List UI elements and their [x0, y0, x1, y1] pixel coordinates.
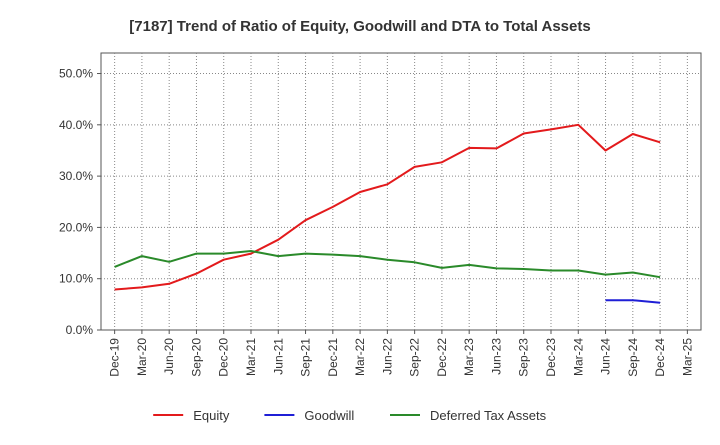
legend-item: Equity: [153, 408, 230, 423]
x-tick-label: Mar-23: [462, 338, 476, 376]
series-line: [114, 123, 661, 291]
x-tick-label: Dec-22: [435, 338, 449, 377]
y-tick-label: 40.0%: [59, 118, 93, 132]
legend-item: Goodwill: [264, 408, 354, 423]
series-layer: [114, 123, 661, 304]
x-tick-label: Sep-22: [408, 338, 422, 377]
x-tick-label: Dec-19: [108, 338, 122, 377]
x-tick-label: Dec-21: [326, 338, 340, 377]
legend: Equity Goodwill Deferred Tax Assets: [153, 408, 547, 423]
x-tick-label: Sep-24: [626, 338, 640, 377]
y-tick-label: 30.0%: [59, 169, 93, 183]
y-tick-label: 20.0%: [59, 220, 93, 234]
legend-item: Deferred Tax Assets: [390, 408, 547, 423]
x-tick-label: Mar-24: [571, 338, 585, 376]
y-tick-label: 50.0%: [59, 67, 93, 81]
x-tick-label: Sep-21: [299, 338, 313, 377]
series-line: [605, 299, 661, 304]
y-tick-label: 0.0%: [66, 323, 94, 337]
series-goodwill: [605, 299, 661, 304]
legend-label: Goodwill: [304, 408, 354, 423]
axis-layer: 0.0% 10.0% 20.0% 30.0% 40.0% 50.0% Dec-19 Mar-2…: [59, 67, 694, 377]
plot-frame: [100, 52, 702, 331]
x-tick-label: Mar-20: [135, 338, 149, 376]
x-tick-label: Dec-24: [653, 338, 667, 377]
x-tick-label: Mar-21: [244, 338, 258, 376]
x-tick-label: Sep-23: [517, 338, 531, 377]
x-tick-label: Jun-21: [271, 338, 285, 375]
x-tick-label: Dec-23: [544, 338, 558, 377]
x-tick-label: Jun-23: [489, 338, 503, 375]
y-tick-label: 10.0%: [59, 272, 93, 286]
series-line: [114, 250, 661, 279]
series-deferred-tax-assets: [114, 250, 661, 279]
x-tick-label: Mar-22: [353, 338, 367, 376]
grid-layer: [100, 52, 702, 331]
x-tick-label: Mar-25: [680, 338, 694, 376]
x-tick-label: Dec-20: [217, 338, 231, 377]
legend-label: Deferred Tax Assets: [430, 408, 547, 423]
x-tick-label: Jun-24: [599, 338, 613, 375]
legend-label: Equity: [193, 408, 230, 423]
chart-title: [7187] Trend of Ratio of Equity, Goodwil…: [129, 18, 590, 35]
x-tick-label: Jun-22: [380, 338, 394, 375]
x-tick-label: Sep-20: [189, 338, 203, 377]
x-tick-label: Jun-20: [162, 338, 176, 375]
series-equity: [114, 123, 661, 291]
